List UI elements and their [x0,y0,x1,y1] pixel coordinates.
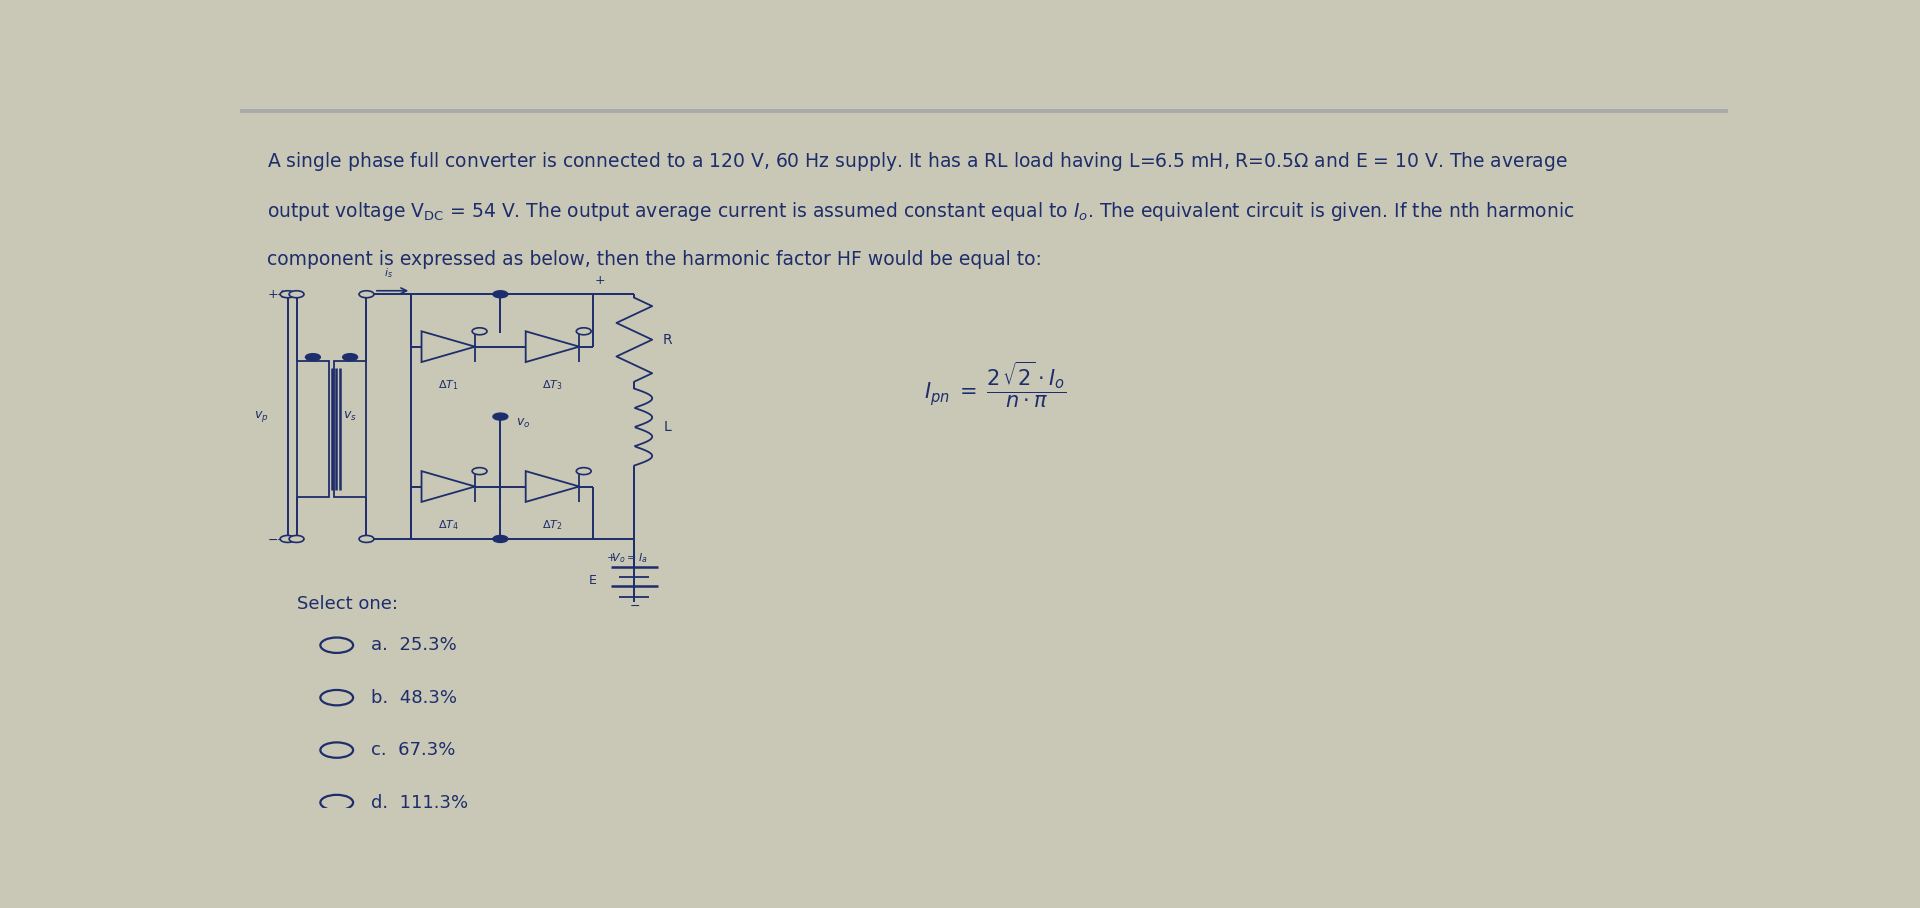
Circle shape [576,468,591,475]
Text: $I_{pn}\;=\;\dfrac{2\,\sqrt{2}\cdot I_o}{n\cdot\pi}$: $I_{pn}\;=\;\dfrac{2\,\sqrt{2}\cdot I_o}… [925,360,1068,410]
Circle shape [576,328,591,335]
Text: $+$: $+$ [595,273,605,287]
Circle shape [493,291,507,298]
Text: $\Delta T_3$: $\Delta T_3$ [541,379,563,392]
Text: $v_p$: $v_p$ [253,410,269,424]
Text: $-$: $-$ [267,532,278,546]
Text: $v_s$: $v_s$ [344,410,357,423]
Circle shape [342,353,357,360]
Circle shape [359,536,374,542]
Circle shape [290,536,303,542]
Text: E: E [589,575,597,587]
Text: $+$: $+$ [276,288,288,301]
Circle shape [305,353,321,360]
Text: L: L [662,420,670,434]
Text: c.  67.3%: c. 67.3% [371,741,455,759]
Text: Select one:: Select one: [296,595,397,613]
Text: R: R [662,332,672,347]
Circle shape [280,536,296,542]
Circle shape [472,468,488,475]
Text: $+\!\!V_o = I_a$: $+\!\!V_o = I_a$ [607,552,647,566]
Text: d.  111.3%: d. 111.3% [371,794,468,812]
Text: output voltage V$_{\mathrm{DC}}$ = 54 V. The output average current is assumed c: output voltage V$_{\mathrm{DC}}$ = 54 V.… [267,200,1574,222]
Circle shape [493,413,507,420]
Text: component is expressed as below, then the harmonic factor HF would be equal to:: component is expressed as below, then th… [267,251,1043,269]
Circle shape [472,328,488,335]
Circle shape [290,291,303,298]
Text: $+$: $+$ [267,288,278,301]
Bar [296,360,330,497]
Text: a.  25.3%: a. 25.3% [371,637,457,655]
Text: $\Delta T_4$: $\Delta T_4$ [438,518,459,532]
Circle shape [280,291,296,298]
Circle shape [359,291,374,298]
Text: $\Delta T_2$: $\Delta T_2$ [541,518,563,532]
Circle shape [493,536,507,542]
Text: A single phase full converter is connected to a 120 V, 60 Hz supply. It has a RL: A single phase full converter is connect… [267,150,1567,173]
Text: b.  48.3%: b. 48.3% [371,688,457,706]
Bar [334,360,367,497]
Text: $-$: $-$ [276,532,288,546]
Text: $\Delta T_1$: $\Delta T_1$ [438,379,459,392]
Text: $v_o$: $v_o$ [516,417,530,430]
Text: $i_s$: $i_s$ [384,266,394,281]
Text: $-$: $-$ [628,599,639,612]
